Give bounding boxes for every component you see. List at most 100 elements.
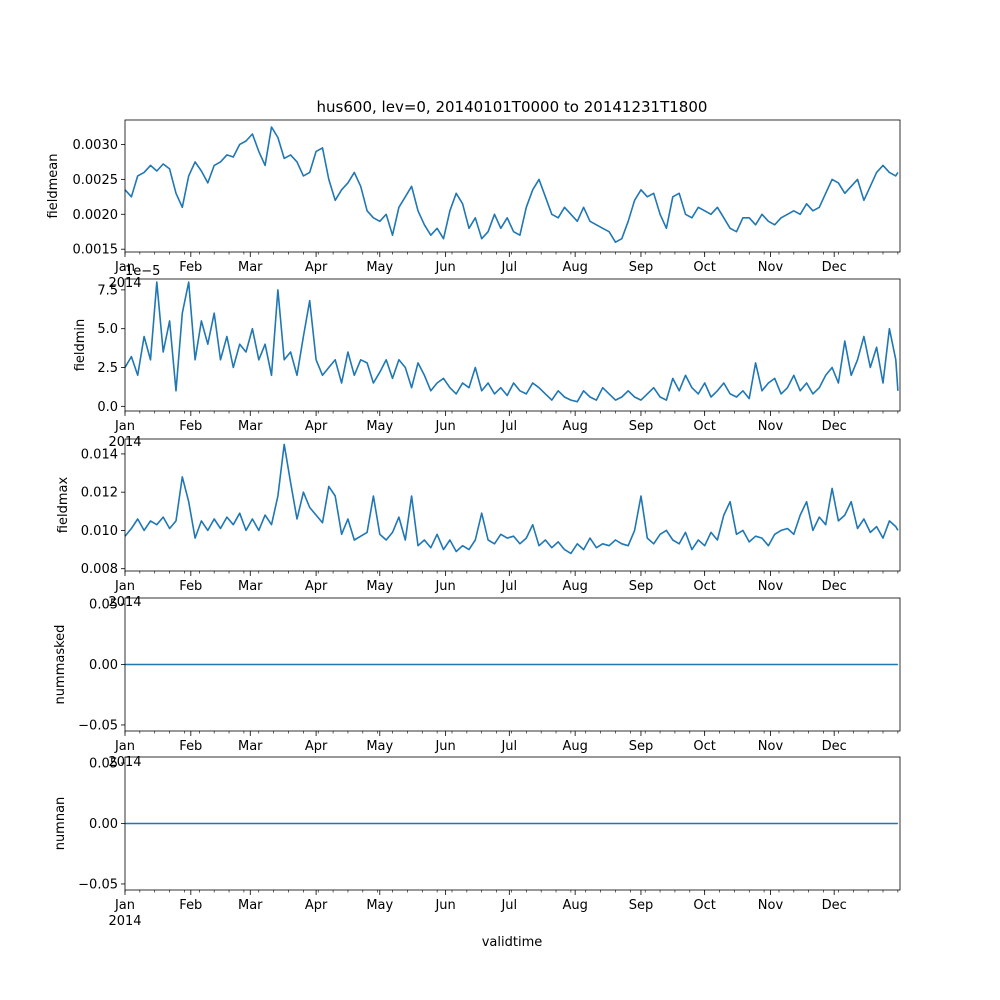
- x-tick-label: Mar: [238, 898, 263, 913]
- y-axis-label: fieldmean: [46, 154, 61, 219]
- y-tick-label: 0.00: [89, 817, 118, 832]
- x-tick-label: Dec: [822, 739, 847, 754]
- x-tick-label: Feb: [179, 898, 202, 913]
- y-tick-label: 0.012: [81, 486, 118, 501]
- y-tick-label: 0.05: [89, 757, 118, 772]
- x-tick-label: Mar: [238, 260, 263, 275]
- x-tick-label: Oct: [693, 579, 715, 594]
- y-offset-text: 1e−5: [125, 264, 160, 279]
- data-line-fieldmean: [124, 126, 899, 243]
- y-axis-label: numnan: [53, 797, 68, 851]
- x-tick-label: Feb: [179, 260, 202, 275]
- x-tick-label: May: [366, 579, 393, 594]
- data-line-fieldmax: [124, 443, 899, 555]
- subplot-nummasked: −0.05 0.00 0.05 nummasked Jan Feb Mar Apr May Jun…: [53, 598, 901, 770]
- y-tick-label: 0.0020: [73, 208, 119, 223]
- x-axis-label: validtime: [482, 935, 543, 950]
- y-tick-label: −0.05: [78, 877, 118, 892]
- x-tick-label: Aug: [562, 898, 587, 913]
- x-tick-label: Mar: [238, 739, 263, 754]
- subplot-fieldmean: 0.0015 0.0020 0.0025 0.0030 fieldmean Jan Feb M…: [46, 119, 901, 291]
- x-tick-label: Feb: [179, 739, 202, 754]
- x-tick-label: Apr: [305, 419, 328, 434]
- subplot-fieldmin: 0.0 2.5 5.0 7.5 fieldmin 1e−5 Jan Feb Mar Apr May J…: [73, 264, 901, 450]
- x-tick-label: Aug: [562, 579, 587, 594]
- figure-title: hus600, lev=0, 20140101T0000 to 20141231…: [317, 98, 708, 116]
- axes-frame: [124, 119, 901, 253]
- y-tick-label: 0.0: [97, 400, 118, 415]
- x-year-label: 2014: [108, 914, 141, 929]
- y-tick-label: 0.014: [81, 447, 118, 462]
- y-tick-label: 0.05: [89, 598, 118, 613]
- y-tick-label: 0.00: [89, 658, 118, 673]
- x-tick-label: Dec: [822, 260, 847, 275]
- x-tick-label: Mar: [238, 579, 263, 594]
- x-tick-label: Jan: [114, 419, 135, 434]
- x-tick-label: Jun: [434, 579, 455, 594]
- x-tick-label: Nov: [758, 579, 784, 594]
- x-tick-label: Dec: [822, 579, 847, 594]
- x-tick-label: Nov: [758, 419, 784, 434]
- x-tick-label: Nov: [758, 260, 784, 275]
- data-line-fieldmin: [124, 281, 899, 403]
- x-tick-label: Dec: [822, 419, 847, 434]
- x-tick-label: Feb: [179, 579, 202, 594]
- x-tick-label: Jan: [114, 260, 135, 275]
- x-tick-label: Apr: [305, 579, 328, 594]
- x-tick-label: Jun: [434, 739, 455, 754]
- x-tick-label: Apr: [305, 898, 328, 913]
- x-tick-label: Oct: [693, 260, 715, 275]
- x-tick-label: Oct: [693, 419, 715, 434]
- x-tick-label: Aug: [562, 739, 587, 754]
- x-tick-label: Jun: [434, 898, 455, 913]
- subplot-fieldmax: 0.008 0.010 0.012 0.014 fieldmax Jan Feb Mar Apr…: [56, 438, 901, 610]
- axes-frame: [124, 278, 901, 412]
- x-tick-label: May: [366, 419, 393, 434]
- x-tick-label: May: [366, 739, 393, 754]
- subplots: 0.0015 0.0020 0.0025 0.0030 fieldmean Jan Feb M…: [46, 119, 901, 929]
- y-tick-label: 0.010: [81, 524, 118, 539]
- axes-frame: [124, 438, 901, 572]
- x-tick-label: Jul: [500, 419, 517, 434]
- x-tick-label: Jul: [500, 739, 517, 754]
- x-tick-label: May: [366, 260, 393, 275]
- x-tick-label: Jul: [500, 260, 517, 275]
- y-tick-label: 0.008: [81, 562, 118, 577]
- x-tick-label: Sep: [629, 579, 654, 594]
- x-tick-label: Sep: [629, 419, 654, 434]
- y-tick-label: 0.0015: [73, 243, 119, 258]
- x-tick-label: Sep: [629, 260, 654, 275]
- x-tick-label: Jul: [500, 898, 517, 913]
- y-axis-label: nummasked: [53, 625, 68, 705]
- x-tick-label: Aug: [562, 260, 587, 275]
- x-tick-label: Apr: [305, 260, 328, 275]
- x-tick-label: Nov: [758, 739, 784, 754]
- x-tick-label: Nov: [758, 898, 784, 913]
- x-tick-label: Dec: [822, 898, 847, 913]
- y-tick-label: 0.0025: [73, 173, 119, 188]
- x-tick-label: Jun: [434, 419, 455, 434]
- y-axis-label: fieldmax: [56, 477, 71, 534]
- subplot-numnan: −0.05 0.00 0.05 numnan Jan Feb Mar Apr May Jun Jul…: [53, 757, 901, 929]
- x-tick-label: May: [366, 898, 393, 913]
- x-tick-label: Aug: [562, 419, 587, 434]
- y-tick-label: 2.5: [97, 361, 118, 376]
- x-tick-label: Jan: [114, 898, 135, 913]
- x-tick-label: Jan: [114, 579, 135, 594]
- y-tick-label: 5.0: [97, 322, 118, 337]
- y-tick-label: 7.5: [97, 283, 118, 298]
- x-tick-label: Apr: [305, 739, 328, 754]
- x-tick-label: Oct: [693, 898, 715, 913]
- x-tick-label: Jan: [114, 739, 135, 754]
- x-tick-label: Oct: [693, 739, 715, 754]
- y-tick-label: −0.05: [78, 718, 118, 733]
- y-tick-label: 0.0030: [73, 138, 119, 153]
- y-axis-label: fieldmin: [73, 319, 88, 372]
- x-tick-label: Jul: [500, 579, 517, 594]
- x-tick-label: Sep: [629, 898, 654, 913]
- x-tick-label: Jun: [434, 260, 455, 275]
- x-tick-label: Sep: [629, 739, 654, 754]
- x-tick-label: Feb: [179, 419, 202, 434]
- x-tick-label: Mar: [238, 419, 263, 434]
